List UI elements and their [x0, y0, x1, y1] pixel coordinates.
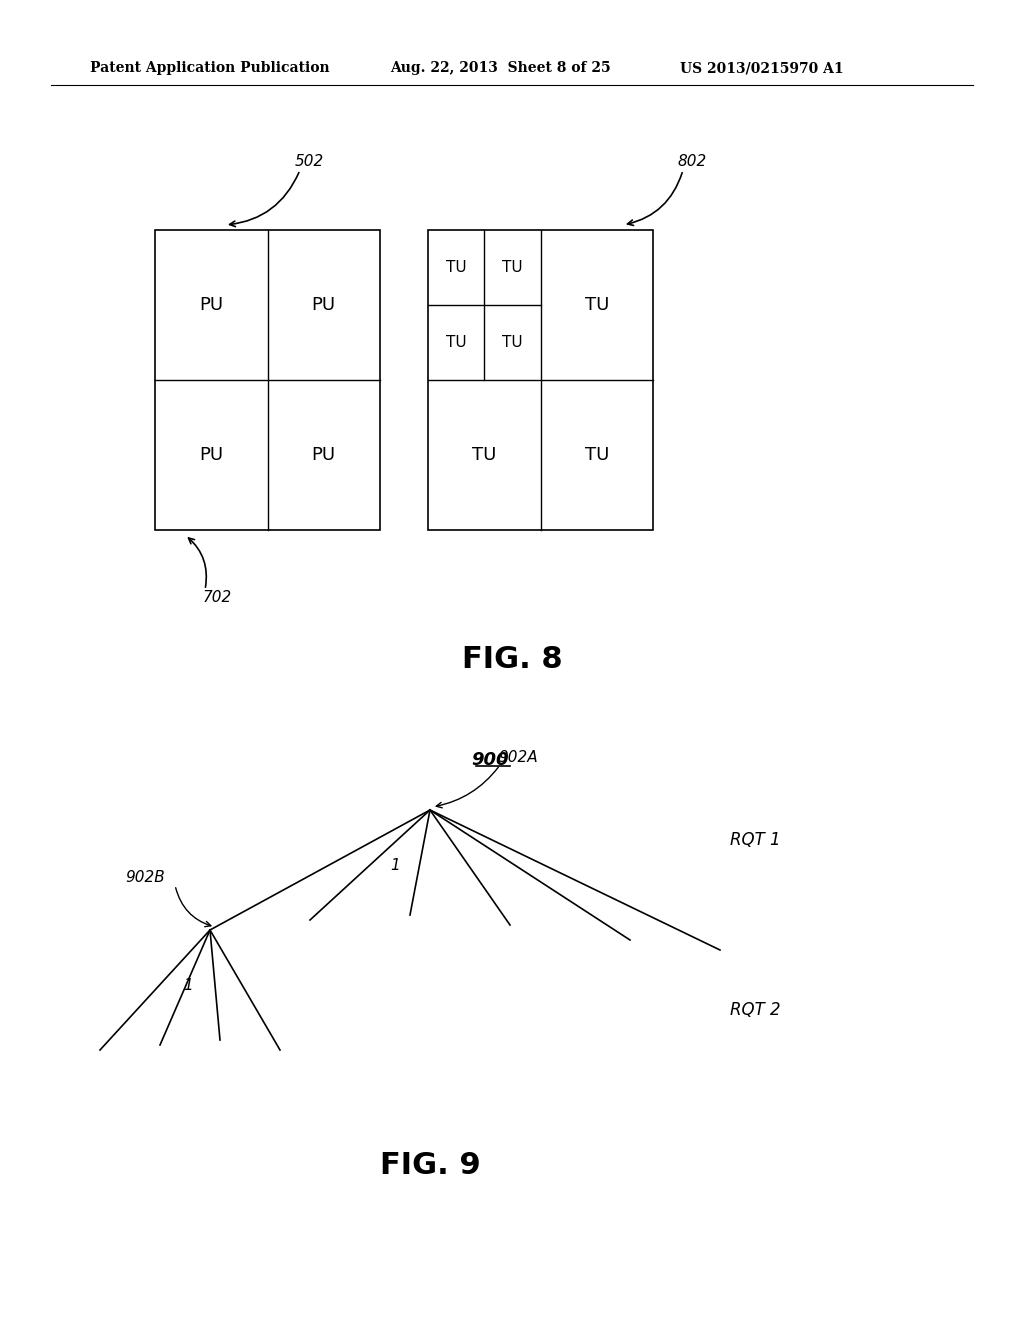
- Text: RQT 1: RQT 1: [730, 832, 780, 849]
- Text: 902B: 902B: [125, 870, 165, 886]
- Text: Aug. 22, 2013  Sheet 8 of 25: Aug. 22, 2013 Sheet 8 of 25: [390, 61, 610, 75]
- Text: TU: TU: [445, 260, 467, 275]
- Text: 1: 1: [183, 978, 193, 993]
- Text: 1: 1: [390, 858, 400, 873]
- Bar: [155, 230, 380, 531]
- Text: 702: 702: [203, 590, 232, 606]
- Text: TU: TU: [585, 446, 609, 465]
- Text: Patent Application Publication: Patent Application Publication: [90, 61, 330, 75]
- Text: TU: TU: [585, 296, 609, 314]
- Text: PU: PU: [311, 446, 336, 465]
- Text: 900: 900: [471, 751, 509, 770]
- Text: PU: PU: [200, 446, 223, 465]
- Text: 502: 502: [295, 154, 325, 169]
- Text: 902A: 902A: [498, 751, 538, 766]
- Text: TU: TU: [472, 446, 497, 465]
- Text: PU: PU: [311, 296, 336, 314]
- Text: TU: TU: [445, 335, 467, 350]
- Text: TU: TU: [502, 260, 522, 275]
- Text: TU: TU: [502, 335, 522, 350]
- Text: FIG. 8: FIG. 8: [462, 645, 562, 675]
- Text: FIG. 9: FIG. 9: [380, 1151, 480, 1180]
- Text: US 2013/0215970 A1: US 2013/0215970 A1: [680, 61, 844, 75]
- Bar: [428, 230, 653, 531]
- Text: PU: PU: [200, 296, 223, 314]
- Text: 802: 802: [678, 154, 708, 169]
- Text: RQT 2: RQT 2: [730, 1001, 780, 1019]
